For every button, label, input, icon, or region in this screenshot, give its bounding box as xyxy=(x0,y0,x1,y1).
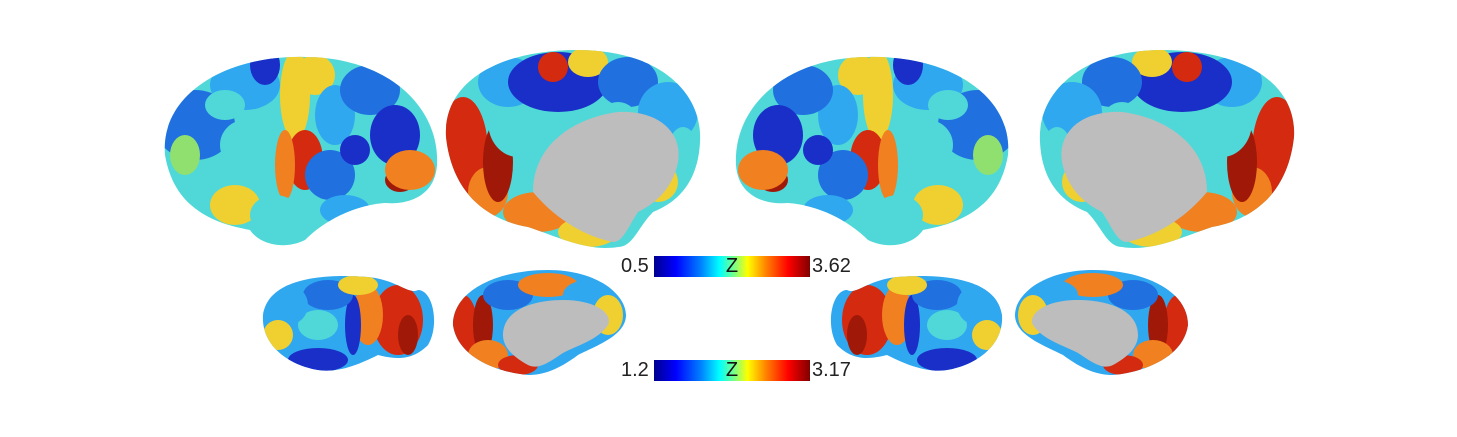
medial-wall xyxy=(1061,111,1207,243)
activation-region xyxy=(973,135,1003,175)
activation-region xyxy=(340,65,400,115)
activation-region xyxy=(753,105,803,165)
activation-region xyxy=(340,135,370,165)
activation-region xyxy=(917,348,977,371)
activation-region xyxy=(250,56,280,85)
medial-wall xyxy=(503,300,609,367)
activation-region xyxy=(538,52,568,82)
activation-region xyxy=(818,150,868,200)
medial-wall xyxy=(1032,300,1138,367)
activation-region xyxy=(1172,52,1202,82)
activation-region xyxy=(887,275,927,295)
activation-region xyxy=(210,185,260,225)
human-right-lateral-surface xyxy=(735,56,1009,246)
activation-region xyxy=(873,195,923,235)
activation-region xyxy=(345,295,361,355)
activation-region xyxy=(1082,57,1142,107)
activation-region xyxy=(878,130,898,200)
activation-region xyxy=(1063,273,1123,297)
activation-region xyxy=(847,315,867,355)
activation-region xyxy=(370,105,420,165)
colorbar-title: Z xyxy=(725,359,739,381)
activation-region xyxy=(338,275,378,295)
colorbar-gradient: Z xyxy=(654,256,810,277)
activation-region xyxy=(320,195,370,225)
activation-region xyxy=(803,195,853,225)
colorbar-min-label: 0.5 xyxy=(621,255,649,277)
colorbar-title: Z xyxy=(725,255,739,277)
activation-region xyxy=(205,90,245,120)
medial-wall xyxy=(533,111,679,243)
activation-region xyxy=(398,315,418,355)
activation-region xyxy=(518,273,578,297)
colorbar-max-label: 3.62 xyxy=(812,255,851,277)
human-left-lateral-surface xyxy=(164,56,438,246)
human-right-medial-surface xyxy=(1039,50,1295,248)
activation-region xyxy=(1132,50,1172,77)
activation-region xyxy=(275,130,295,200)
activation-region xyxy=(913,185,963,225)
activation-region xyxy=(893,56,923,85)
activation-region xyxy=(298,310,338,340)
activation-region xyxy=(838,56,878,95)
activation-region xyxy=(953,165,1003,205)
activation-region xyxy=(773,65,833,115)
activation-region xyxy=(738,150,788,190)
activation-region xyxy=(170,165,220,205)
macaque-left-medial-surface xyxy=(453,270,626,375)
colorbar-min-label: 1.2 xyxy=(621,359,649,381)
activation-region xyxy=(568,50,608,77)
activation-region xyxy=(903,120,953,170)
activation-region xyxy=(904,295,920,355)
activation-region xyxy=(598,57,658,107)
human-left-medial-surface xyxy=(445,50,701,248)
activation-region xyxy=(268,285,308,325)
activation-region xyxy=(288,348,348,371)
activation-region xyxy=(927,310,967,340)
activation-region xyxy=(803,135,833,165)
activation-region xyxy=(170,135,200,175)
macaque-right-lateral-surface xyxy=(830,275,1003,371)
activation-region xyxy=(305,150,355,200)
activation-region xyxy=(220,120,270,170)
colorbar-gradient: Z xyxy=(654,360,810,381)
activation-region xyxy=(957,285,997,325)
macaque-left-lateral-surface xyxy=(262,275,435,371)
activation-region xyxy=(972,320,1002,350)
macaque-right-medial-surface xyxy=(1015,270,1188,375)
activation-region xyxy=(928,90,968,120)
activation-region xyxy=(295,56,335,95)
activation-region xyxy=(250,195,300,235)
activation-region xyxy=(263,320,293,350)
activation-region xyxy=(385,150,435,190)
colorbar-max-label: 3.17 xyxy=(812,359,851,381)
